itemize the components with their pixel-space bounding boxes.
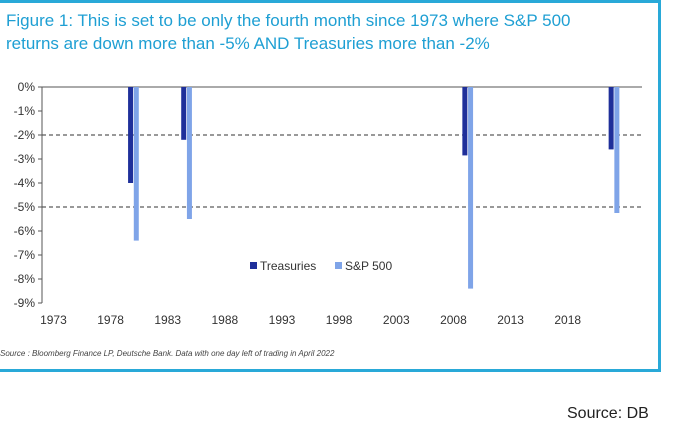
- y-tick-label: -2%: [14, 128, 36, 142]
- chart-title-line-2: returns are down more than -5% AND Treas…: [6, 34, 490, 53]
- treasuries-bar: [462, 87, 468, 156]
- frame-bottom-border: [0, 369, 661, 372]
- y-tick-label: -5%: [14, 200, 36, 214]
- treasuries-bar: [128, 87, 134, 183]
- y-tick-label: -6%: [14, 224, 36, 238]
- x-tick-label: 1988: [212, 313, 239, 327]
- legend: Treasuries S&P 500: [250, 259, 392, 273]
- treasuries-bar: [608, 87, 614, 150]
- sp500-bar: [468, 87, 474, 289]
- sp500-bar: [186, 87, 192, 219]
- y-tick-label: -9%: [14, 296, 36, 310]
- x-tick-label: 1973: [40, 313, 67, 327]
- x-tick-label: 2003: [383, 313, 410, 327]
- axes: 0% -1% -2% -3% -4% -5% -6% -7% -8% -9% 1973 1978 198…: [14, 80, 642, 327]
- y-tick-label: -7%: [14, 248, 36, 262]
- x-tick-label: 2013: [497, 313, 524, 327]
- x-tick-label: 2018: [554, 313, 581, 327]
- source-footnote: Source : Bloomberg Finance LP, Deutsche …: [0, 349, 335, 358]
- x-tick-label: 1993: [269, 313, 296, 327]
- sp500-bar: [133, 87, 139, 241]
- legend-sp500-label: S&P 500: [345, 259, 392, 273]
- source-credit: Source: DB: [567, 405, 649, 422]
- sp500-bar: [614, 87, 620, 213]
- y-tick-label: 0%: [18, 80, 36, 94]
- y-tick-label: -8%: [14, 272, 36, 286]
- x-tick-label: 1983: [154, 313, 181, 327]
- legend-treasuries-label: Treasuries: [260, 259, 316, 273]
- legend-treasuries-swatch: [250, 262, 257, 269]
- treasuries-bar: [181, 87, 187, 140]
- frame-top-border: [0, 0, 661, 3]
- x-tick-label: 1978: [97, 313, 124, 327]
- x-tick-label: 1998: [326, 313, 353, 327]
- frame-right-border: [658, 0, 661, 372]
- legend-sp500-swatch: [335, 262, 342, 269]
- reference-lines: [42, 134, 642, 208]
- y-tick-label: -4%: [14, 176, 36, 190]
- bar-chart: 0% -1% -2% -3% -4% -5% -6% -7% -8% -9% 1973 1978 198…: [14, 80, 642, 327]
- x-tick-label: 2008: [440, 313, 467, 327]
- y-tick-label: -3%: [14, 152, 36, 166]
- chart-title-line-1: Figure 1: This is set to be only the fou…: [6, 11, 571, 30]
- bars: [128, 87, 620, 289]
- y-tick-label: -1%: [14, 104, 36, 118]
